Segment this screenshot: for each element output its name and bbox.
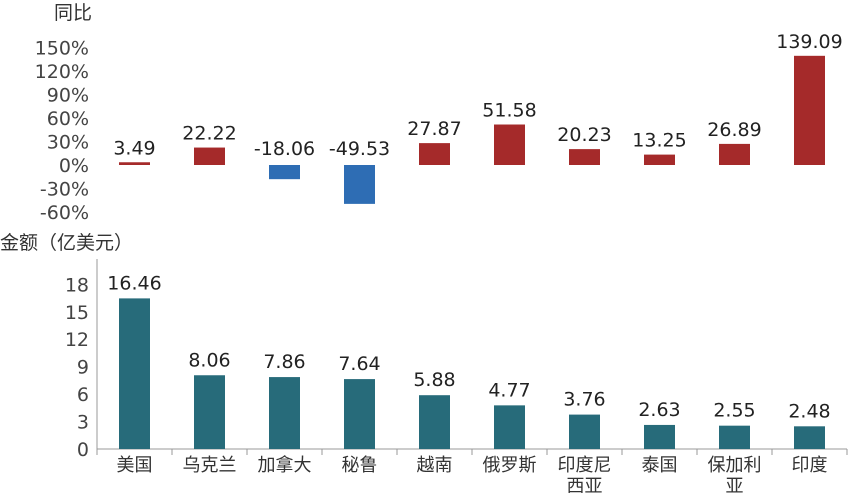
yoy-value-label: 22.22	[182, 123, 236, 145]
category-label: 保加利	[708, 455, 762, 476]
amount-value-label: 2.63	[638, 399, 680, 421]
amount-y-tick: 15	[65, 302, 89, 324]
category-label: 泰国	[642, 455, 678, 476]
amount-value-label: 5.88	[413, 369, 455, 391]
amount-bar	[119, 298, 150, 449]
yoy-y-tick: 150%	[35, 37, 89, 59]
category-label: 印度	[792, 455, 828, 476]
yoy-y-tick: 60%	[47, 108, 89, 130]
yoy-value-label: 3.49	[113, 137, 155, 159]
amount-y-tick: 9	[77, 357, 89, 379]
amount-value-label: 2.55	[713, 400, 755, 422]
amount-value-label: 3.76	[563, 389, 605, 411]
amount-value-label: 7.64	[338, 353, 380, 375]
category-label: 秘鲁	[342, 455, 378, 476]
yoy-bar	[269, 165, 300, 180]
yoy-value-label: -18.06	[254, 138, 315, 160]
yoy-bar	[419, 143, 450, 165]
category-label: 加拿大	[258, 454, 312, 476]
yoy-bar	[569, 149, 600, 165]
amount-y-tick: 0	[77, 439, 89, 461]
amount-bar	[194, 375, 225, 449]
amount-value-label: 8.06	[188, 349, 230, 371]
yoy-y-tick: -60%	[40, 202, 89, 224]
yoy-bar	[194, 147, 225, 165]
yoy-chart: 150%120%90%60%30%0%-30%-60% 3.49 22.22 -18.…	[35, 31, 843, 224]
yoy-value-label: -49.53	[329, 138, 390, 160]
yoy-value-label: 51.58	[482, 100, 536, 122]
amount-y-tick: 6	[77, 384, 89, 406]
amount-bar	[494, 405, 525, 449]
yoy-value-label: 139.09	[776, 31, 842, 53]
yoy-value-label: 20.23	[557, 124, 611, 146]
yoy-y-tick: 0%	[59, 155, 89, 177]
amount-y-tick: 18	[65, 274, 89, 296]
category-label: 印度尼	[558, 455, 612, 476]
amount-value-label: 4.77	[488, 379, 530, 401]
amount-value-label: 7.86	[263, 351, 305, 373]
yoy-axis-title: 同比	[54, 2, 92, 24]
amount-chart: 18 15 12 9 6 3 0 16.46 8.06 7.86 7.64 5.88 4.77 3.76 2…	[65, 259, 848, 493]
amount-value-label: 16.46	[107, 272, 161, 294]
yoy-bar	[344, 165, 375, 204]
amount-bar	[644, 424, 675, 449]
yoy-bar	[794, 55, 825, 166]
yoy-value-label: 13.25	[632, 130, 686, 152]
yoy-bar	[644, 154, 675, 165]
yoy-value-label: 26.89	[707, 119, 761, 141]
yoy-bar	[119, 162, 150, 165]
yoy-y-tick: -30%	[40, 179, 89, 201]
category-label: 俄罗斯	[483, 455, 537, 476]
yoy-bar	[719, 143, 750, 165]
yoy-bar	[494, 124, 525, 165]
amount-bar	[419, 395, 450, 449]
yoy-value-label: 27.87	[407, 118, 461, 140]
category-label: 西亚	[567, 476, 603, 493]
amount-bar	[269, 377, 300, 449]
amount-y-tick: 12	[65, 329, 89, 351]
category-label: 越南	[417, 455, 453, 476]
amount-bar	[719, 425, 750, 449]
category-label: 乌克兰	[183, 455, 237, 476]
amount-axis-title: 金额（亿美元）	[0, 232, 133, 254]
amount-value-label: 2.48	[788, 400, 830, 422]
category-label: 亚	[726, 476, 744, 493]
yoy-y-tick: 90%	[47, 84, 89, 106]
amount-bar	[344, 379, 375, 449]
yoy-y-tick: 120%	[35, 61, 89, 83]
amount-y-tick: 3	[77, 412, 89, 434]
yoy-y-tick: 30%	[47, 131, 89, 153]
amount-bar	[794, 426, 825, 449]
category-label: 美国	[117, 455, 153, 476]
amount-bar	[569, 414, 600, 449]
